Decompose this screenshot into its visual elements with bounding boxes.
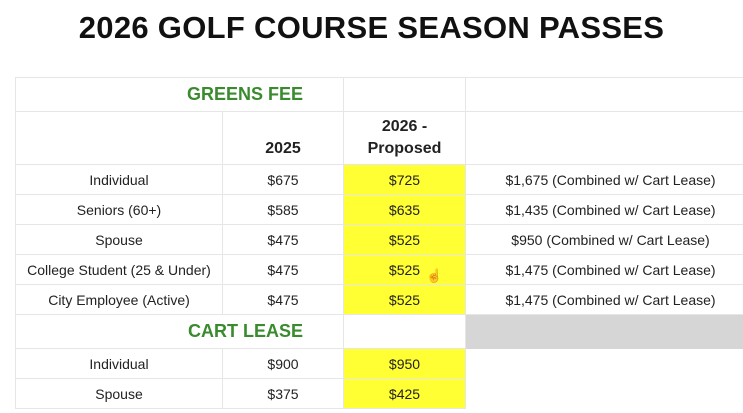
price-2025: $900 (222, 348, 344, 379)
row-label: College Student (25 & Under) (15, 254, 223, 285)
table-row: Seniors (60+) $585 $635 $1,435 (Combined w/… (15, 194, 743, 225)
price-2025: $675 (222, 164, 344, 195)
greens-fee-heading-row: GREENS FEE (15, 77, 743, 112)
price-2025: $475 (222, 254, 344, 285)
combined-price: $1,475 (Combined w/ Cart Lease) (465, 254, 743, 285)
table-row: Spouse $375 $425 (15, 378, 743, 409)
table-row: Individual $675 $725 $1,675 (Combined w/ Ca… (15, 164, 743, 195)
price-2026-proposed: $525 (343, 224, 466, 255)
price-2026-proposed: $635 (343, 194, 466, 225)
greens-fee-heading-text: GREENS FEE (186, 84, 303, 104)
combined-price: $950 (Combined w/ Cart Lease) (465, 224, 743, 255)
row-label: Seniors (60+) (15, 194, 223, 225)
table-row: College Student (25 & Under) $475 $525 $1,4… (15, 254, 743, 285)
combined-price: $1,475 (Combined w/ Cart Lease) (465, 284, 743, 315)
row-label: Spouse (15, 378, 223, 409)
combined-price: $1,675 (Combined w/ Cart Lease) (465, 164, 743, 195)
row-label: Spouse (15, 224, 223, 255)
empty-cell (465, 111, 743, 165)
combined-price: $1,435 (Combined w/ Cart Lease) (465, 194, 743, 225)
price-2026-proposed: $425 (343, 378, 466, 409)
empty-cell (343, 77, 466, 112)
cart-lease-heading-row: CART LEASE (15, 314, 743, 349)
greens-fee-heading: GREENS FEE (15, 77, 344, 112)
row-label: Individual (15, 164, 223, 195)
table-row: Spouse $475 $525 $950 (Combined w/ Cart Lea… (15, 224, 743, 255)
season-pass-table: GREENS FEE 2025 2026 - Proposed Individu… (15, 77, 743, 409)
price-2026-proposed: $950 (343, 348, 466, 379)
table-row: Individual $900 $950 (15, 348, 743, 379)
empty-cell (343, 314, 466, 349)
column-header-2025: 2025 (222, 111, 344, 165)
price-2025: $375 (222, 378, 344, 409)
page-title: 2026 GOLF COURSE SEASON PASSES (78, 10, 665, 45)
row-label: City Employee (Active) (15, 284, 223, 315)
empty-cell (15, 111, 223, 165)
column-header-row: 2025 2026 - Proposed (15, 111, 743, 165)
price-2026-proposed: $525 (343, 284, 466, 315)
price-2026-proposed: $525 (343, 254, 466, 285)
price-2026-proposed: $725 (343, 164, 466, 195)
price-2025: $475 (222, 284, 344, 315)
column-header-2026: 2026 - Proposed (343, 111, 466, 165)
cart-lease-heading-text: CART LEASE (187, 321, 303, 341)
price-2025: $585 (222, 194, 344, 225)
gray-empty-cell (465, 314, 743, 349)
price-2025: $475 (222, 224, 344, 255)
table-row: City Employee (Active) $475 $525 $1,475 (Co… (15, 284, 743, 315)
row-label: Individual (15, 348, 223, 379)
empty-cell (465, 77, 743, 112)
cart-lease-heading: CART LEASE (15, 314, 344, 349)
hand-pointer-icon: ☝ (426, 268, 443, 283)
